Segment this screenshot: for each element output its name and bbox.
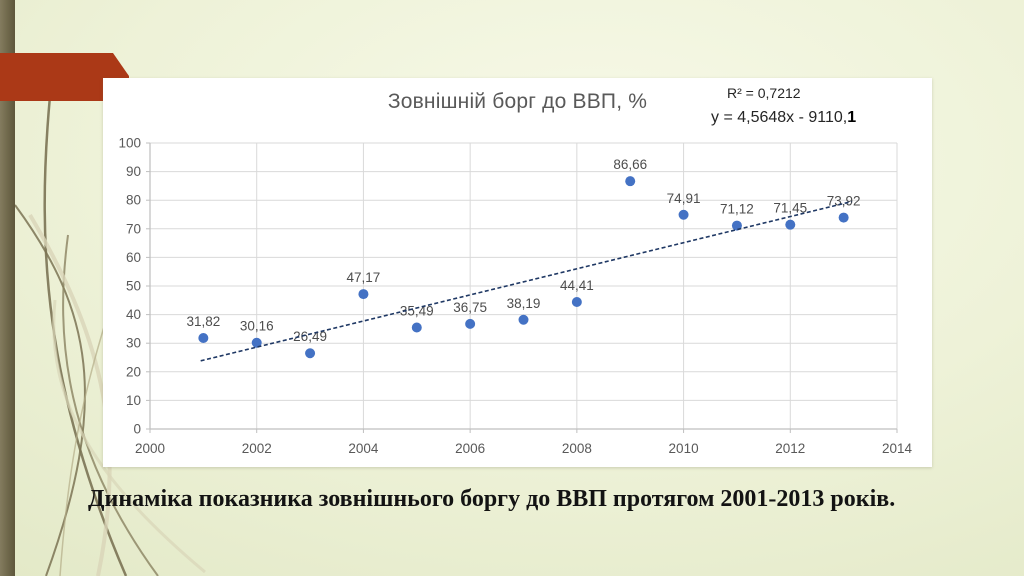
data-point bbox=[785, 219, 796, 230]
r-squared-label: R² = 0,7212 bbox=[727, 85, 801, 101]
y-tick-label: 30 bbox=[126, 336, 141, 351]
data-point bbox=[678, 209, 689, 220]
data-point bbox=[571, 296, 582, 307]
data-point-label: 31,82 bbox=[186, 314, 220, 329]
x-tick-label: 2006 bbox=[455, 441, 485, 456]
trendline bbox=[200, 200, 852, 362]
data-point-label: 86,66 bbox=[613, 157, 647, 172]
chart-title: Зовнішній борг до ВВП, % bbox=[387, 90, 648, 113]
left-accent-bar bbox=[0, 0, 15, 576]
x-tick-label: 2008 bbox=[562, 441, 592, 456]
data-point-label: 47,17 bbox=[347, 270, 381, 285]
data-point bbox=[731, 220, 742, 231]
data-point bbox=[411, 322, 422, 333]
scatter-plot: 0 10 20 30 40 50 60 70 80 90 100 2000 2002 2004 2006 20… bbox=[118, 136, 913, 457]
y-tick-label: 10 bbox=[126, 393, 141, 408]
y-tick-label: 80 bbox=[126, 193, 141, 208]
data-point-label: 44,41 bbox=[560, 278, 594, 293]
trendline-equation-text: y = 4,5648x - 9110, bbox=[711, 109, 848, 126]
data-point-label: 36,75 bbox=[453, 300, 487, 315]
data-point bbox=[625, 176, 636, 187]
data-point bbox=[251, 337, 262, 348]
y-tick-label: 70 bbox=[126, 221, 141, 236]
data-point-label: 38,19 bbox=[507, 296, 541, 311]
trendline-equation-bold-digit: 1 bbox=[847, 109, 857, 126]
x-tick-label: 2012 bbox=[775, 441, 805, 456]
data-point bbox=[305, 348, 316, 359]
x-tick-label: 2000 bbox=[135, 441, 165, 456]
data-point-label: 71,12 bbox=[720, 202, 754, 217]
x-tick-label: 2014 bbox=[882, 441, 913, 456]
slide-caption: Динаміка показника зовнішнього боргу до … bbox=[88, 486, 896, 512]
data-point-label: 71,45 bbox=[773, 201, 807, 216]
y-tick-label: 100 bbox=[118, 136, 141, 151]
y-tick-label: 20 bbox=[126, 364, 141, 379]
y-tick-label: 90 bbox=[126, 164, 141, 179]
y-tick-label: 60 bbox=[126, 250, 141, 265]
chart-panel: Зовнішній борг до ВВП, % R² = 0,7212 y =… bbox=[103, 78, 932, 467]
data-point bbox=[518, 314, 529, 325]
data-point bbox=[358, 289, 369, 300]
trendline-equation: y = 4,5648x - 9110,1 bbox=[711, 109, 856, 127]
x-tick-label: 2004 bbox=[348, 441, 379, 456]
y-tick-label: 50 bbox=[126, 279, 141, 294]
data-point-label: 26,49 bbox=[293, 329, 327, 344]
x-tick-label: 2010 bbox=[669, 441, 699, 456]
x-tick-label: 2002 bbox=[242, 441, 272, 456]
data-point bbox=[198, 332, 209, 343]
data-point-label: 30,16 bbox=[240, 319, 274, 334]
red-ribbon bbox=[0, 53, 129, 101]
data-point-label: 35,49 bbox=[400, 303, 434, 318]
y-tick-label: 0 bbox=[133, 422, 141, 437]
data-point bbox=[465, 318, 476, 329]
data-point-label: 74,91 bbox=[667, 191, 701, 206]
data-point bbox=[838, 212, 849, 223]
data-point-label: 73,92 bbox=[827, 194, 861, 209]
y-tick-label: 40 bbox=[126, 307, 141, 322]
